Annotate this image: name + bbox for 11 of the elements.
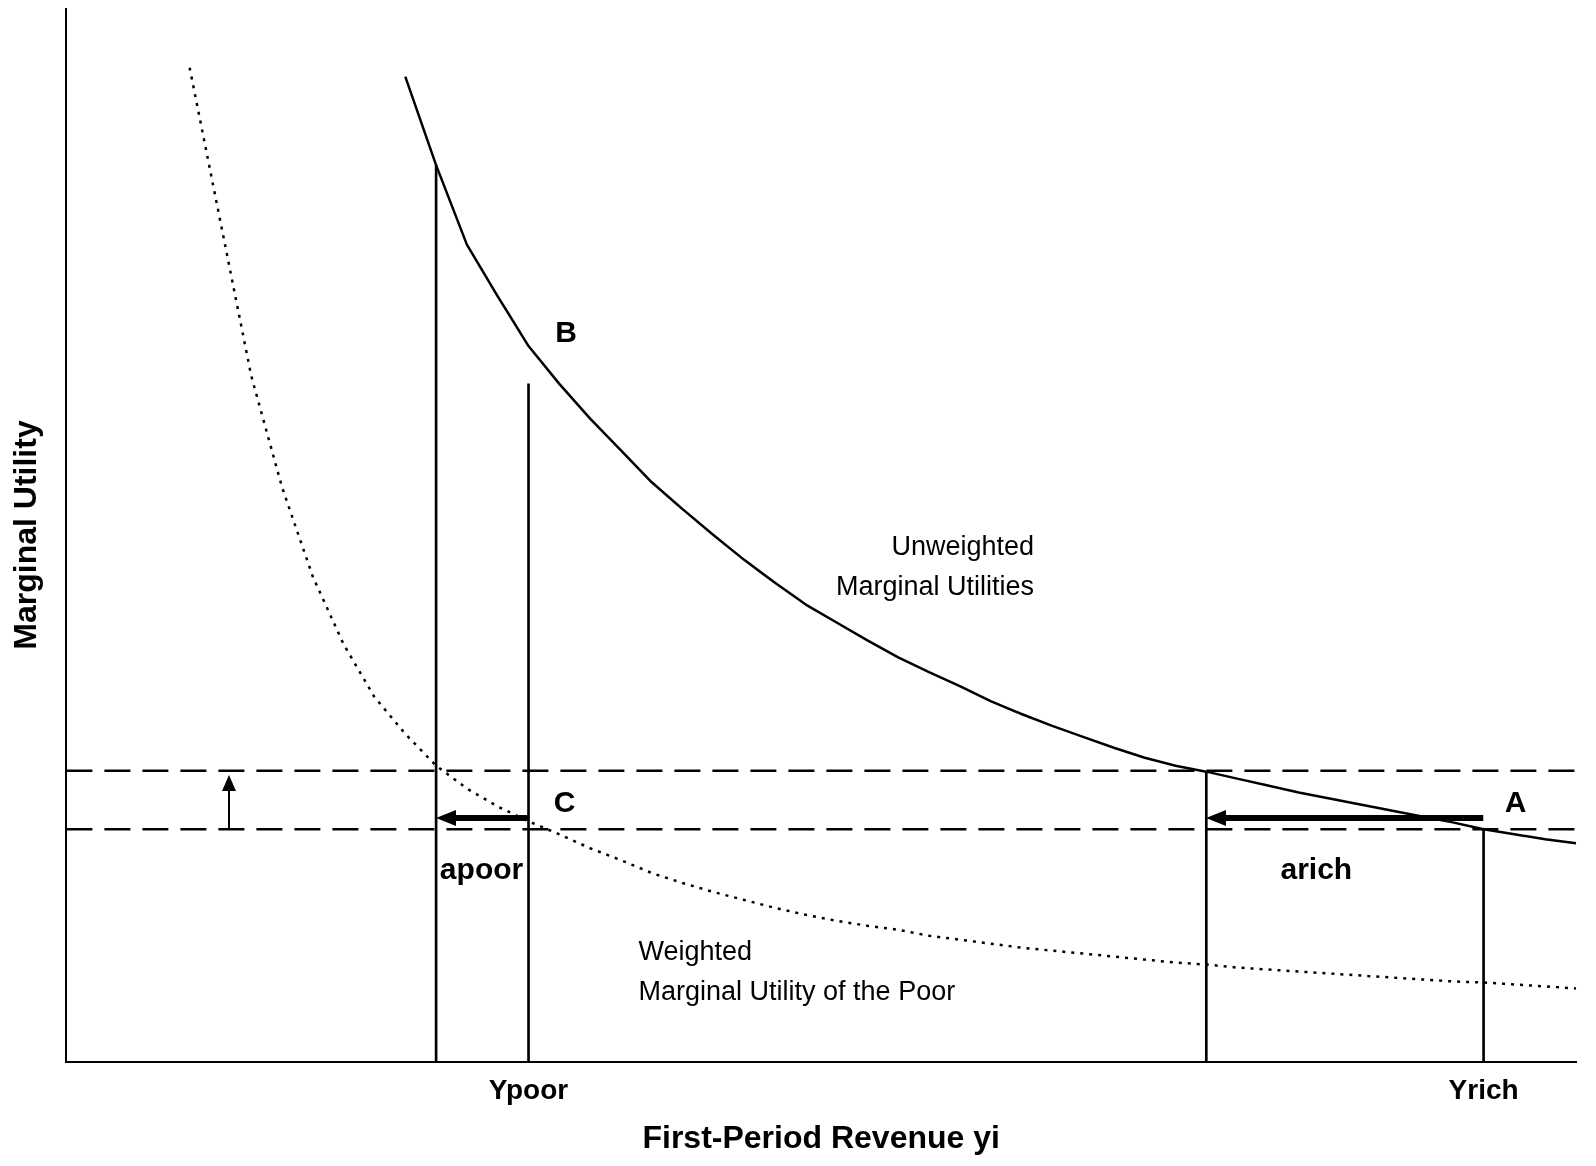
y-axis-title: Marginal Utility [7, 420, 44, 650]
annotation: B [555, 314, 577, 348]
series-label: Weighted Marginal Utility of the Poor [638, 935, 956, 1006]
annotation: C [553, 785, 576, 819]
annotation: apoor [439, 852, 524, 886]
x-axis-title: First-Period Revenue yi [642, 1118, 1000, 1155]
x-tick-label: Yrich [1448, 1073, 1519, 1105]
x-tick-label: Ypoor [488, 1073, 569, 1105]
annotation: arich [1280, 852, 1353, 886]
series-label: Unweighted Marginal Utilities [835, 531, 1035, 602]
annotation: A [1504, 785, 1527, 819]
